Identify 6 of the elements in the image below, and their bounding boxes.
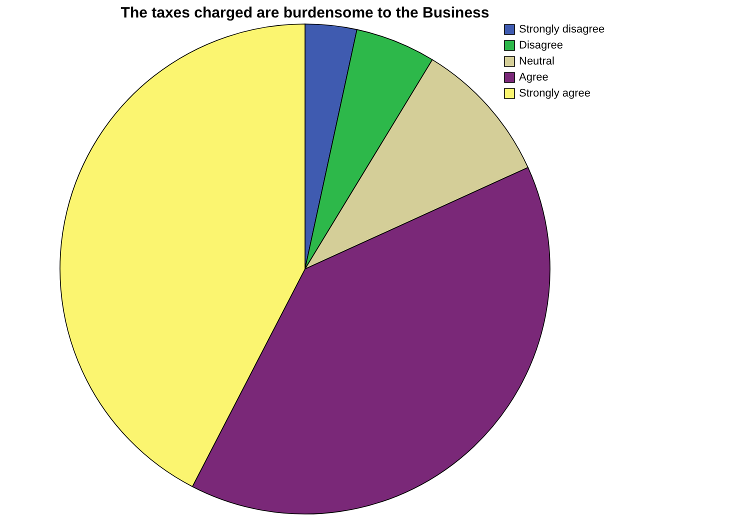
legend-label: Strongly disagree — [519, 24, 605, 36]
legend-label: Agree — [519, 72, 548, 84]
chart-title: The taxes charged are burdensome to the Business — [120, 4, 490, 22]
legend-label: Strongly agree — [519, 88, 591, 100]
legend-label: Disagree — [519, 40, 564, 52]
legend-label: Neutral — [519, 56, 554, 68]
